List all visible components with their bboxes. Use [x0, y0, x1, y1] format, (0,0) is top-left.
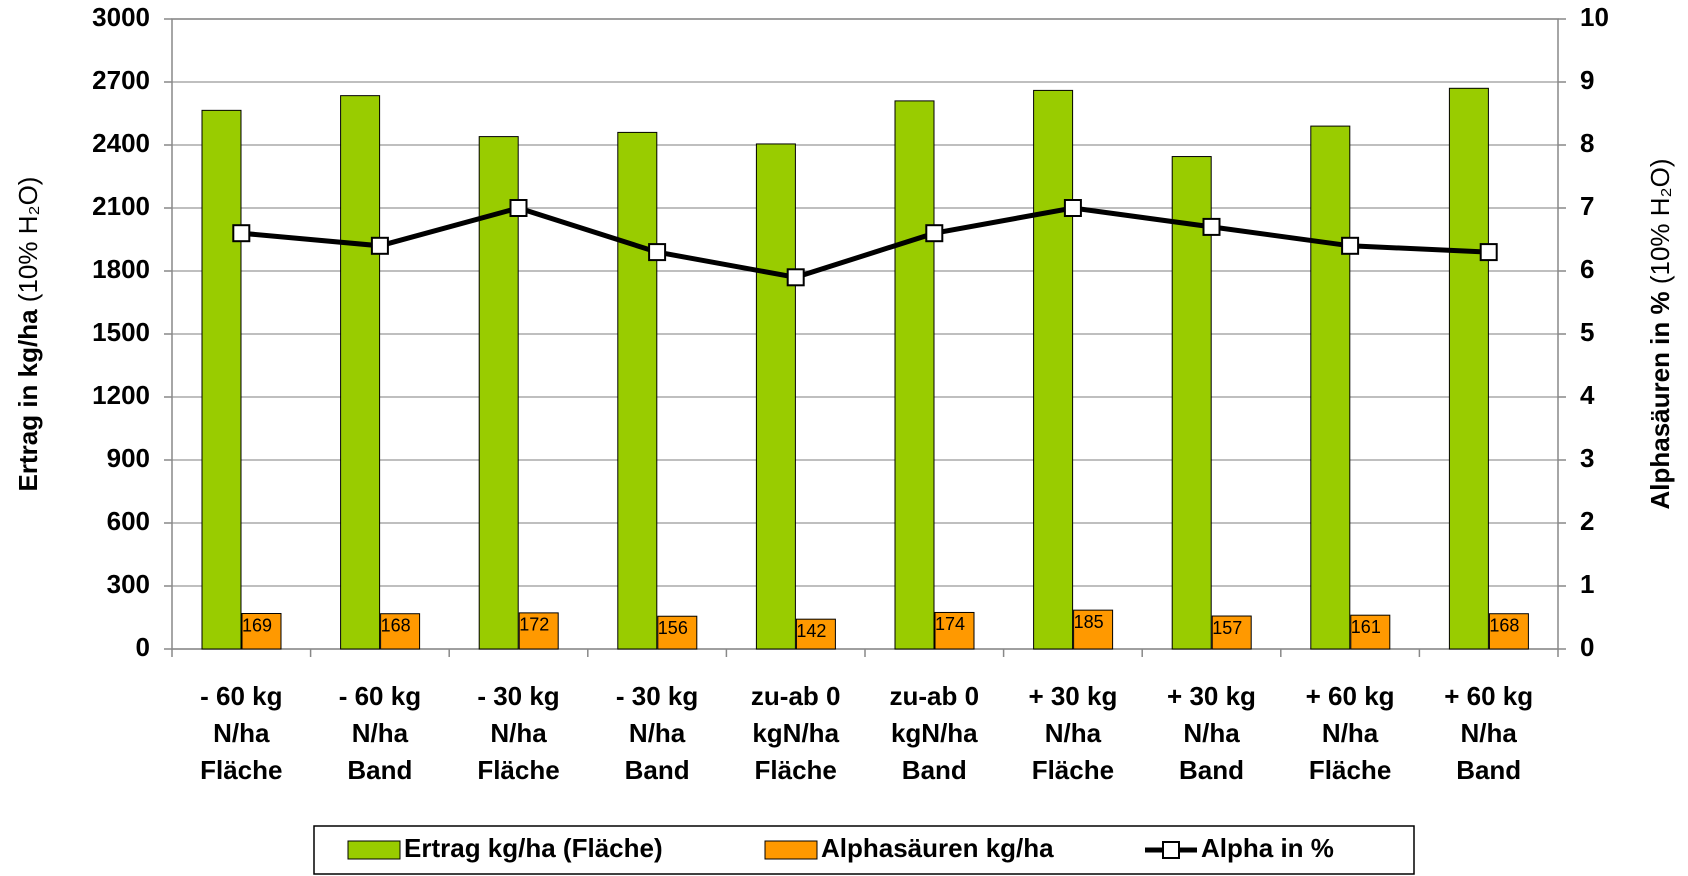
y-tick-label: 1200 — [92, 380, 150, 410]
y2-tick-label: 8 — [1580, 128, 1594, 158]
bar — [795, 618, 836, 650]
line-marker — [786, 268, 805, 287]
line-marker — [648, 243, 667, 262]
bar — [1211, 615, 1252, 650]
y2-tick-label: 9 — [1580, 65, 1594, 95]
bar — [201, 109, 242, 650]
line-marker — [370, 236, 389, 255]
bar — [1488, 613, 1529, 650]
y2-tick-label: 6 — [1580, 254, 1594, 284]
y-axis-label: Ertrag in kg/ha — [13, 309, 43, 492]
bar — [380, 613, 421, 650]
legend-swatch — [764, 840, 818, 860]
y-tick-label: 1500 — [92, 317, 150, 347]
y2-tick-label: 7 — [1580, 191, 1594, 221]
y2-tick-label: 2 — [1580, 506, 1594, 536]
y-tick-label: 300 — [107, 569, 150, 599]
legend-swatch — [347, 840, 401, 860]
x-tick-label: - 60 kg N/ha Band — [339, 681, 421, 785]
y2-tick-label: 1 — [1580, 569, 1594, 599]
value-label: 142 — [796, 621, 826, 641]
y2-axis-label: Alphasäuren in % — [1645, 291, 1675, 509]
value-label: 174 — [935, 614, 965, 634]
line-marker — [509, 199, 528, 217]
y-axis-title: Ertrag in kg/ha (10% H₂O) — [13, 177, 43, 492]
value-label: 168 — [381, 615, 411, 635]
y-axis-note: (10% H₂O) — [13, 177, 43, 303]
line-marker — [232, 224, 251, 243]
bar — [340, 95, 381, 650]
y2-axis-note: (10% H₂O) — [1645, 158, 1675, 284]
bar — [657, 615, 698, 650]
y2-axis-title: Alphasäuren in % (10% H₂O) — [1645, 158, 1675, 509]
y-tick-label: 2400 — [92, 128, 150, 158]
bar — [241, 613, 282, 650]
x-tick-label: + 60 kg N/ha Fläche — [1306, 681, 1395, 785]
y2-tick-label: 10 — [1580, 2, 1609, 32]
y2-tick-label: 5 — [1580, 317, 1594, 347]
bar — [478, 136, 519, 650]
y2-tick-label: 3 — [1580, 443, 1594, 473]
legend-label: Ertrag kg/ha (Fläche) — [404, 833, 663, 863]
bar — [518, 612, 559, 650]
x-tick-label: zu-ab 0 kgN/ha Band — [890, 681, 980, 785]
y-tick-label: 0 — [136, 632, 150, 662]
value-label: 168 — [1489, 615, 1519, 635]
legend-swatch — [1162, 841, 1180, 859]
y-tick-label: 3000 — [92, 2, 150, 32]
x-tick-label: + 60 kg N/ha Band — [1444, 681, 1533, 785]
y-tick-label: 600 — [107, 506, 150, 536]
legend-label: Alphasäuren kg/ha — [821, 833, 1054, 863]
x-tick-label: - 30 kg N/ha Fläche — [477, 681, 559, 785]
line-marker — [1479, 243, 1498, 262]
value-label: 185 — [1074, 612, 1104, 632]
y-tick-label: 1800 — [92, 254, 150, 284]
line — [241, 205, 1489, 280]
bar — [617, 131, 658, 650]
x-tick-label: + 30 kg N/ha Fläche — [1028, 681, 1117, 785]
bar — [894, 100, 935, 650]
y-tick-label: 900 — [107, 443, 150, 473]
bar — [1448, 87, 1489, 650]
value-label: 172 — [519, 615, 549, 635]
bar — [1073, 609, 1114, 650]
y-tick-label: 2100 — [92, 191, 150, 221]
bar — [1310, 125, 1351, 650]
y2-tick-label: 0 — [1580, 632, 1594, 662]
line-marker — [1341, 236, 1360, 255]
x-tick-label: zu-ab 0 kgN/ha Fläche — [751, 681, 841, 785]
bar — [1033, 89, 1074, 650]
line-marker — [925, 224, 944, 243]
value-label: 157 — [1212, 618, 1242, 638]
y2-tick-label: 4 — [1580, 380, 1595, 410]
value-label: 156 — [658, 618, 688, 638]
y-tick-label: 2700 — [92, 65, 150, 95]
line-marker — [1202, 217, 1221, 236]
legend-label: Alpha in % — [1201, 833, 1334, 863]
legend-box — [313, 825, 1415, 875]
bar — [755, 143, 796, 650]
x-tick-label: + 30 kg N/ha Band — [1167, 681, 1256, 785]
line-marker — [1063, 199, 1082, 217]
value-label: 161 — [1351, 617, 1381, 637]
bar — [934, 611, 975, 650]
value-label: 169 — [242, 615, 272, 635]
x-tick-label: - 30 kg N/ha Band — [616, 681, 698, 785]
x-tick-label: - 60 kg N/ha Fläche — [200, 681, 282, 785]
bar — [1350, 614, 1391, 650]
bar — [1171, 156, 1212, 650]
